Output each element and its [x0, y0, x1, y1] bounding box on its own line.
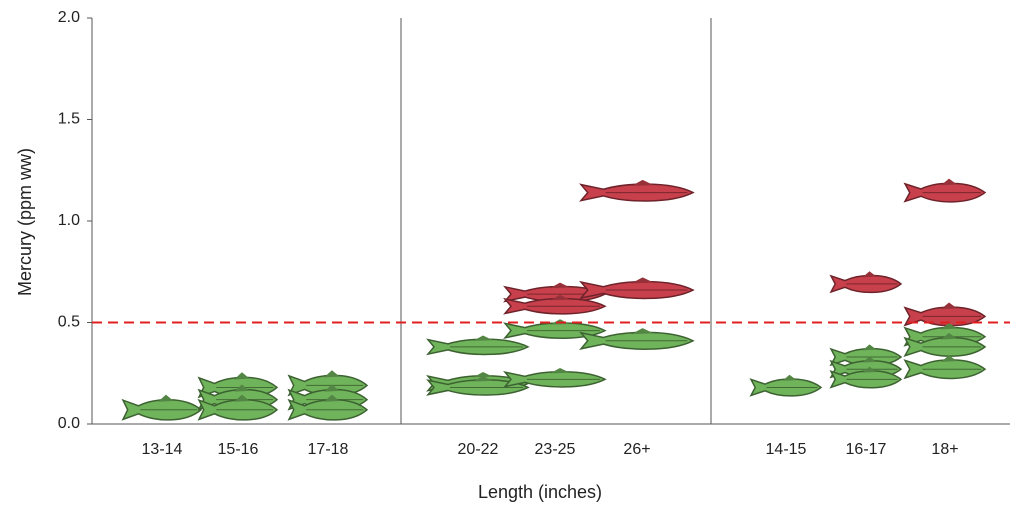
fish-fin — [941, 322, 957, 330]
x-tick-label: 13-14 — [142, 441, 183, 458]
fish-fin — [862, 271, 877, 278]
fish-fin — [550, 294, 570, 301]
fish-marker — [751, 374, 821, 396]
x-tick-label: 16-17 — [846, 441, 887, 458]
fish-fin — [941, 178, 957, 186]
x-tick-label: 17-18 — [308, 441, 349, 458]
y-tick-label: 0.5 — [58, 314, 80, 331]
fish-marker — [505, 319, 605, 338]
fish-fin — [631, 328, 654, 335]
fish-fin — [324, 370, 340, 378]
fish-fin — [234, 394, 250, 402]
fish-fin — [324, 394, 340, 402]
fish-marker — [199, 394, 277, 420]
x-tick-label: 18+ — [931, 441, 958, 458]
y-tick-label: 2.0 — [58, 9, 80, 26]
fish-fin — [941, 302, 957, 310]
x-tick-label: 23-25 — [535, 441, 576, 458]
fish-marker — [905, 332, 985, 356]
fish-fin — [550, 367, 570, 374]
fish-marker — [289, 394, 367, 420]
fish-marker — [581, 277, 693, 298]
fish-fin — [324, 384, 340, 392]
fish-fin — [862, 366, 877, 373]
fish-marker — [581, 328, 693, 349]
fish-marker — [428, 335, 528, 354]
fish-fin — [473, 335, 493, 341]
fish-fin — [473, 376, 493, 382]
x-tick-label: 14-15 — [766, 441, 807, 458]
fish-marker — [905, 178, 985, 202]
fish-fin — [941, 332, 957, 340]
fish-fin — [631, 277, 654, 284]
fish-fin — [473, 372, 493, 378]
fish-marker — [505, 367, 605, 387]
fish-fin — [158, 394, 174, 402]
y-axis-label: Mercury (ppm ww) — [15, 148, 35, 296]
fish-marker — [905, 355, 985, 378]
fish-fin — [234, 372, 250, 380]
x-axis-label: Length (inches) — [478, 482, 602, 502]
fish-fin — [234, 384, 250, 392]
fish-marker — [905, 302, 985, 325]
y-tick-label: 0.0 — [58, 415, 80, 432]
fish-marker — [123, 394, 201, 420]
fish-marker — [581, 179, 693, 201]
fish-marker — [505, 294, 605, 314]
fish-marker — [428, 376, 528, 395]
fish-marker — [831, 366, 901, 388]
x-tick-label: 26+ — [623, 441, 650, 458]
fish-fin — [782, 374, 797, 381]
fish-fin — [550, 282, 570, 289]
fish-fin — [631, 179, 654, 186]
y-tick-label: 1.0 — [58, 212, 80, 229]
fish-fin — [862, 344, 877, 351]
fish-fin — [941, 355, 957, 362]
fish-fin — [862, 356, 877, 363]
x-tick-label: 20-22 — [458, 441, 499, 458]
x-tick-label: 15-16 — [218, 441, 259, 458]
y-tick-label: 1.5 — [58, 111, 80, 128]
fish-marker — [831, 271, 901, 292]
